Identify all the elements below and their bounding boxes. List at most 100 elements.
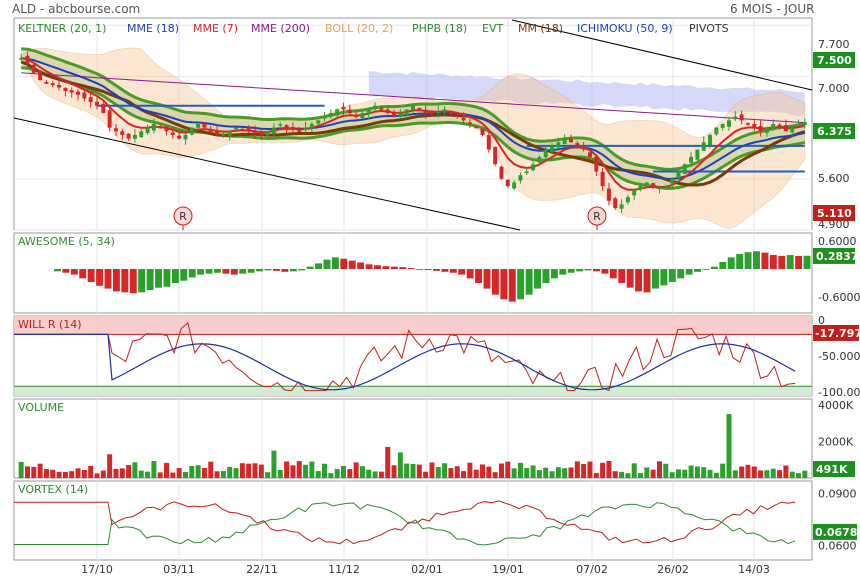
candle-body: [613, 198, 618, 209]
candle-body: [25, 55, 30, 64]
trend-line: [511, 19, 813, 91]
x-tick-label: 19/01: [492, 563, 524, 576]
volume-bar: [587, 461, 593, 478]
vortex-tag-label: 0.0678: [815, 526, 857, 539]
volume-bar: [378, 471, 384, 478]
candle-body: [467, 122, 472, 124]
ticker-title: ALD - abcbourse.com: [12, 2, 141, 16]
candle-body: [752, 123, 757, 128]
volume-bar: [322, 463, 328, 478]
awesome-bar: [197, 269, 205, 275]
candle-body: [562, 138, 567, 145]
candle-body: [790, 127, 795, 133]
candle-body: [284, 125, 289, 128]
candle-body: [202, 123, 207, 128]
x-tick-label: 26/02: [657, 563, 689, 576]
volume-bar: [713, 472, 719, 478]
volume-bar: [372, 471, 378, 478]
awesome-bar: [390, 266, 398, 269]
volume-bar: [606, 460, 612, 478]
awesome-bar: [525, 269, 533, 295]
candle-body: [689, 156, 694, 163]
candle-body: [701, 142, 706, 151]
candle-body: [164, 126, 169, 132]
candle-body: [727, 120, 731, 127]
awesome-bar: [559, 269, 567, 275]
awesome-bar: [247, 269, 255, 273]
volume-bar: [18, 461, 24, 478]
willr-tag-label: -17.797: [815, 327, 860, 340]
candle-body: [739, 114, 744, 121]
candle-body: [543, 149, 548, 158]
candle-body: [764, 127, 769, 133]
awesome-bar: [264, 269, 272, 271]
volume-bar: [233, 468, 239, 478]
awesome-bar: [96, 269, 104, 286]
vortex-title: VORTEX (14): [18, 483, 88, 496]
awesome-bar: [677, 269, 685, 279]
awesome-bar: [357, 262, 365, 269]
volume-bar: [75, 468, 81, 478]
legend-item: MM (18): [518, 22, 563, 35]
candle-body: [771, 124, 776, 129]
volume-bar: [796, 473, 802, 478]
candle-body: [328, 113, 333, 117]
volume-bar: [81, 469, 87, 478]
candle-body: [126, 133, 131, 139]
volume-bar: [126, 465, 132, 478]
candle-body: [720, 124, 725, 128]
awesome-bar: [593, 269, 600, 272]
panel-frame-vortex: [13, 480, 813, 561]
candle-body: [505, 179, 510, 187]
candle-body: [101, 103, 106, 114]
volume-bar: [429, 462, 435, 478]
awesome-bar: [517, 269, 525, 300]
trend-line: [13, 117, 521, 231]
x-tick-label: 07/02: [576, 563, 608, 576]
willr-y-tick: -50.000: [818, 350, 860, 363]
legend-item: PIVOTS: [689, 22, 729, 35]
volume-bar: [201, 467, 207, 478]
candle-body: [290, 126, 295, 130]
candle-body: [398, 113, 403, 117]
awesome-bar: [374, 265, 381, 269]
volume-bar: [650, 469, 656, 478]
willr-overbought-zone: [14, 316, 812, 335]
awesome-bar: [365, 264, 373, 269]
candle-body: [379, 108, 384, 110]
awesome-bar: [719, 262, 727, 269]
candle-body: [569, 138, 573, 143]
awesome-bar: [272, 269, 280, 271]
volume-bar: [296, 461, 302, 478]
awesome-bar: [778, 255, 786, 269]
candle-body: [151, 124, 156, 131]
volume-bar: [334, 469, 340, 478]
awesome-bar: [694, 269, 702, 272]
candle-body: [82, 92, 87, 99]
price-y-tick: 7.000: [818, 82, 850, 95]
awesome-bar: [786, 255, 794, 269]
awesome-bar: [416, 269, 424, 270]
volume-bar: [157, 472, 163, 478]
awesome-bar: [112, 269, 120, 292]
volume-bar: [581, 464, 587, 478]
candle-body: [531, 164, 536, 171]
candle-body: [196, 124, 201, 128]
volume-bar: [530, 465, 536, 478]
ichimoku-cloud: [368, 71, 805, 116]
awesome-y-tick: 0.6000: [818, 235, 857, 248]
awesome-bar: [70, 269, 78, 275]
candle-body: [44, 81, 49, 84]
awesome-bar: [466, 269, 474, 279]
legend-item: MME (7): [193, 22, 238, 35]
price-tag: [813, 205, 855, 221]
volume-bar: [176, 468, 182, 478]
period-label: 6 MOIS - JOUR: [730, 2, 815, 16]
awesome-bar: [163, 269, 171, 287]
candle-body: [57, 85, 62, 88]
awesome-bar: [129, 269, 137, 294]
candle-body: [777, 124, 782, 128]
volume-bar: [189, 466, 195, 478]
volume-bar: [119, 468, 125, 478]
volume-bar: [789, 471, 795, 478]
